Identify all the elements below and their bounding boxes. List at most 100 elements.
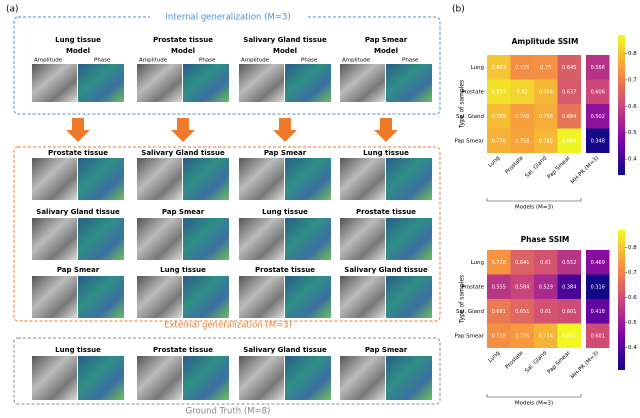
row-label: Lung <box>471 65 484 71</box>
heatmap-cell <box>557 250 581 275</box>
cell-value: 0.768 <box>539 114 553 120</box>
sample-name: Prostate tissue <box>255 266 315 274</box>
cell-value: 0.418 <box>591 309 605 315</box>
row-label: Sal. Gland <box>456 114 484 120</box>
phase-image <box>386 64 432 102</box>
row-label: Sal. Gland <box>456 309 484 315</box>
model-name: Lung tissue <box>55 36 101 44</box>
cell-value: 0.803 <box>492 65 506 71</box>
heatmap-cell <box>534 299 558 324</box>
x-label: Models (M=3) <box>515 401 553 407</box>
colorbar-tick-label: 0.7 <box>628 270 637 276</box>
heatmap-cell <box>534 79 558 104</box>
column-label: Lung <box>487 155 501 169</box>
sample-name: Prostate tissue <box>48 149 108 157</box>
brace <box>486 394 582 398</box>
heatmap-cell <box>534 104 558 129</box>
cell-value: 0.637 <box>562 89 576 95</box>
arrow <box>374 118 398 142</box>
cell-value: 0.776 <box>492 138 506 144</box>
sample-name: Lung tissue <box>262 208 308 216</box>
heatmap-cell <box>510 250 534 275</box>
phase-image <box>183 356 229 400</box>
heatmap-cell <box>487 79 511 104</box>
sample-name: Pap Smear <box>264 149 307 157</box>
heatmap-cell <box>534 274 558 299</box>
heatmap-cell <box>557 55 581 80</box>
heatmap-cell <box>586 104 610 129</box>
internal-box <box>13 16 441 115</box>
cell-value: 0.774 <box>539 333 553 339</box>
sample-name: Pap Smear <box>365 346 408 354</box>
row-label: Pap Smear <box>454 138 484 144</box>
cell-value: 0.73 <box>540 65 551 71</box>
heatmap-cell <box>510 104 534 129</box>
heatmap-cell <box>510 323 534 348</box>
cell-value: 0.469 <box>591 260 605 266</box>
cell-value: 0.756 <box>515 138 529 144</box>
heatmap-cell <box>586 250 610 275</box>
y-label: Type of samples <box>459 275 466 324</box>
sample-name: Prostate tissue <box>153 346 213 354</box>
cell-value: 0.384 <box>562 284 576 290</box>
column-label: Pap Smear <box>547 350 573 376</box>
heatmap-title: Phase SSIM <box>521 235 570 244</box>
colorbar-tick-label: 0.8 <box>628 245 637 251</box>
heatmap-cell <box>534 250 558 275</box>
cell-value: 0.645 <box>562 65 576 71</box>
cell-value: 0.789 <box>492 114 506 120</box>
column-label: Sal. Gland <box>524 155 548 179</box>
model-name: Prostate tissue <box>153 36 213 44</box>
phase-image <box>386 158 432 200</box>
amplitude-image <box>239 276 284 318</box>
cell-value: 0.601 <box>591 333 605 339</box>
cell-value: 0.529 <box>539 284 553 290</box>
column-label: Lung <box>487 350 501 364</box>
heatmap-cell <box>487 55 511 80</box>
heatmap-cell <box>586 274 610 299</box>
amplitude-image <box>340 276 385 318</box>
heatmap-cell <box>487 274 511 299</box>
cell-value: 0.784 <box>539 89 553 95</box>
cell-value: 0.61 <box>540 309 551 315</box>
amplitude-image <box>239 218 284 260</box>
brace <box>486 198 582 202</box>
amplitude-image <box>137 276 182 318</box>
amplitude-image <box>340 356 385 400</box>
amplitude-image <box>137 158 182 200</box>
heatmap-cell <box>510 79 534 104</box>
phase-image <box>78 218 124 260</box>
phase-image <box>78 356 124 400</box>
phase-label: Phase <box>199 58 216 64</box>
row-label: Lung <box>471 260 484 266</box>
heatmap-cell <box>487 104 511 129</box>
cell-value: 0.61 <box>540 260 551 266</box>
cell-value: 0.785 <box>539 138 553 144</box>
heatmap-cell <box>586 299 610 324</box>
row-label: Prostate <box>461 89 484 95</box>
column-label: Sal. Gland <box>524 350 548 374</box>
cell-value: 0.725 <box>515 65 529 71</box>
colorbar-tick-label: 0.6 <box>628 295 637 301</box>
sample-name: Salivary Gland tissue <box>344 266 428 274</box>
heatmap-cell <box>557 299 581 324</box>
colorbar-tick-label: 0.8 <box>628 51 637 57</box>
sample-name: Prostate tissue <box>356 208 416 216</box>
model-word: Model <box>374 47 398 55</box>
cell-value: 0.736 <box>515 333 529 339</box>
column-label: Pap Smear <box>547 155 573 181</box>
colorbar-tick-label: 0.4 <box>628 157 637 163</box>
ground-truth-box <box>13 337 441 405</box>
phase-image <box>78 276 124 318</box>
phase-image <box>285 64 331 102</box>
amplitude-label: Amplitude <box>241 58 270 64</box>
heatmap-title: Amplitude SSIM <box>512 37 579 46</box>
amplitude-label: Amplitude <box>342 58 371 64</box>
cell-value: 0.749 <box>515 114 529 120</box>
row-label: Pap Smear <box>454 333 484 339</box>
amplitude-image <box>32 218 77 260</box>
phase-label: Phase <box>402 58 419 64</box>
heatmap-cell <box>510 55 534 80</box>
phase-image <box>285 276 331 318</box>
amplitude-image <box>32 356 77 400</box>
